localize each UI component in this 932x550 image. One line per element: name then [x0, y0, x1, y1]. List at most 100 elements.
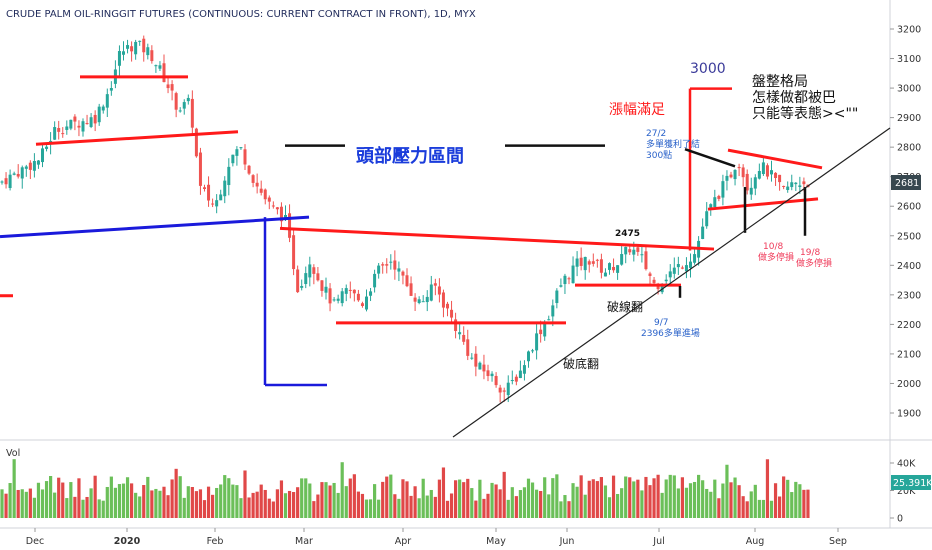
candle-body: [373, 273, 377, 288]
volume-bar: [684, 487, 689, 518]
volume-bar: [676, 488, 680, 518]
volume-bar: [701, 480, 705, 518]
volume-bar: [49, 476, 53, 518]
candle-body: [41, 148, 44, 163]
candle-body: [454, 319, 458, 332]
volume-bar: [656, 474, 660, 518]
volume-bar: [644, 476, 648, 518]
volume-bar: [65, 498, 69, 518]
volume-bar: [296, 487, 300, 518]
y-tick-label: 2300: [897, 290, 921, 301]
candle-body: [235, 149, 239, 156]
x-tick-label: May: [486, 536, 506, 547]
candle-body: [174, 93, 178, 110]
candle-body: [668, 271, 672, 278]
volume-bar: [441, 467, 446, 518]
candle-body: [514, 376, 518, 382]
volume-bar: [125, 477, 130, 518]
volume-bar: [190, 486, 194, 518]
candle-body: [154, 65, 158, 67]
take-profit-date: 27/2: [646, 129, 666, 139]
candle-body: [765, 165, 769, 177]
candle-body: [612, 266, 616, 271]
vol-tick-label: 20K: [897, 486, 916, 497]
volume-bar: [664, 479, 668, 518]
candle-body: [352, 289, 356, 294]
candle-body: [308, 264, 312, 278]
candle-body: [158, 65, 162, 69]
volume-bar: [332, 482, 336, 518]
volume-bar: [454, 480, 458, 518]
volume-bar: [579, 475, 583, 518]
volume-bar: [389, 474, 393, 518]
candle-body: [296, 269, 300, 293]
volume-bar: [745, 501, 749, 518]
y-tick-label: 2400: [897, 261, 921, 272]
candle-body: [215, 200, 219, 207]
candle-body: [340, 291, 344, 304]
volume-bar: [709, 491, 713, 518]
candle-body: [324, 286, 328, 293]
candle-body: [336, 298, 340, 301]
candle-body: [421, 301, 425, 303]
volume-bar: [77, 478, 81, 518]
candle-body: [77, 125, 81, 128]
take-profit-text: 多單獲利了結: [646, 138, 700, 150]
volume-bar: [563, 495, 567, 518]
volume-bar: [733, 477, 737, 518]
volume-bar: [539, 490, 543, 518]
x-tick-label: Sep: [829, 536, 847, 547]
candle-body: [518, 370, 522, 379]
volume-bar: [53, 492, 57, 518]
candle-body: [85, 123, 89, 125]
candle-body: [745, 173, 749, 191]
candle-body: [417, 299, 421, 303]
volume-bar: [765, 459, 770, 518]
last-price-tag: [891, 175, 921, 190]
candle-body: [729, 174, 733, 178]
rise-done-label: 漲幅滿足: [609, 102, 665, 118]
volume-bar: [729, 482, 733, 518]
volume-bar: [12, 459, 16, 518]
candle-body: [741, 167, 745, 178]
candle-body: [753, 177, 757, 189]
volume-bar: [121, 483, 126, 518]
candle-body: [774, 172, 778, 179]
volume-bar: [206, 486, 211, 518]
volume-bar: [790, 492, 794, 518]
volume-bar: [798, 484, 802, 518]
volume-bar: [227, 478, 231, 518]
volume-bar: [636, 479, 640, 518]
candle-body: [506, 382, 510, 396]
volume-bar: [393, 494, 397, 518]
candle-body: [89, 117, 93, 127]
x-tick-label: Jun: [559, 536, 575, 547]
volume-bar: [0, 489, 4, 518]
volume-bar: [44, 481, 49, 518]
candle-body: [721, 181, 725, 198]
volume-bar: [761, 499, 765, 518]
volume-bar: [786, 479, 790, 518]
candle-body: [300, 285, 304, 288]
level-2475-label: 2475: [615, 229, 640, 239]
candle-body: [316, 273, 320, 281]
candle-body: [16, 173, 20, 177]
candle-body: [223, 180, 227, 197]
candle-body: [672, 267, 676, 274]
candle-body: [543, 322, 547, 337]
volume-bar: [405, 481, 409, 518]
candle-body: [389, 261, 393, 263]
volume-bar: [478, 479, 482, 518]
candle-body: [211, 203, 215, 205]
volume-bar: [624, 476, 628, 518]
volume-bar: [660, 492, 664, 518]
volume-bar: [721, 483, 725, 518]
volume-bar: [336, 492, 340, 518]
candle-body: [624, 246, 628, 255]
chart-title: CRUDE PALM OIL-RINGGIT FUTURES (CONTINUO…: [6, 9, 476, 20]
blue-support-line: [0, 215, 310, 239]
y-tick-label: 1900: [897, 409, 921, 420]
volume-bar: [320, 482, 324, 518]
candle-body: [186, 97, 190, 102]
